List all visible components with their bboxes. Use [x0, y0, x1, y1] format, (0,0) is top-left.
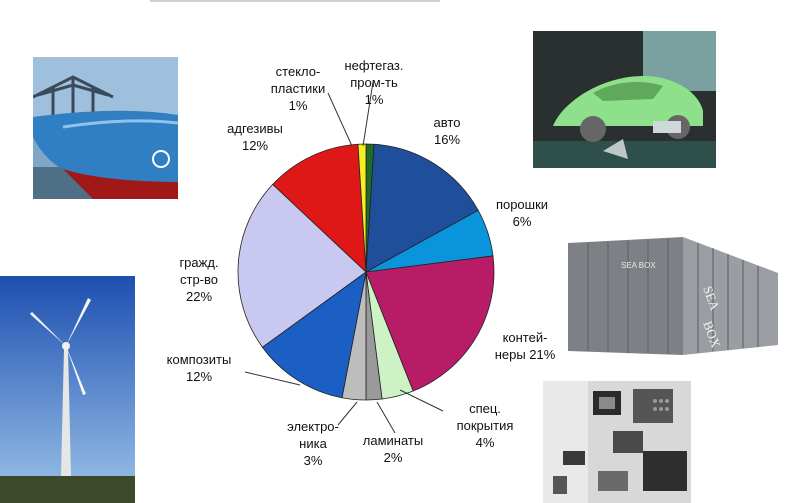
- leader-line: [337, 401, 358, 426]
- slice-label-line: гражд.: [179, 255, 218, 270]
- slice-label-line: нефтегаз.: [345, 58, 404, 73]
- slice-label-line: 4%: [476, 435, 495, 450]
- pie-slice: [365, 143, 479, 273]
- slice-label-line: контей-: [503, 330, 548, 345]
- slice-label-line: стекло-: [276, 64, 321, 79]
- slice-label: авто 16%: [434, 115, 461, 147]
- slice-label-line: 1%: [365, 92, 384, 107]
- slice-label: композиты 12%: [167, 352, 232, 384]
- leader-line: [327, 92, 353, 147]
- slice-label-line: 16%: [434, 132, 460, 147]
- slice-label-line: 1%: [289, 98, 308, 113]
- slice-label: адгезивы 12%: [227, 121, 283, 153]
- slice-label-line: порошки: [496, 197, 548, 212]
- car-model-photo: [533, 31, 716, 168]
- container-door-text: SEA BOX: [621, 261, 656, 270]
- slice-label-line: 6%: [513, 214, 532, 229]
- pie-slice: [272, 143, 367, 273]
- slice-label-line: неры 21%: [495, 347, 556, 362]
- slice-label: спец. покрытия 4%: [457, 401, 514, 450]
- slice-label: ламинаты 2%: [363, 433, 423, 465]
- slice-label-line: стр-во: [180, 272, 218, 287]
- slice-label-line: 12%: [186, 369, 212, 384]
- slice-label: электро-ника 3%: [287, 419, 339, 468]
- slice-label-line: 2%: [384, 450, 403, 465]
- microchips-photo: [543, 381, 691, 503]
- pie-slice: [357, 143, 367, 273]
- leader-line: [376, 401, 396, 434]
- slice-label: гражд. стр-во 22%: [179, 255, 218, 304]
- slice-label-line: ламинаты: [363, 433, 423, 448]
- slice-label-line: 22%: [186, 289, 212, 304]
- shipping-container-photo: SEA BOX SEA BOX: [563, 233, 781, 366]
- slice-label-line: пром-ть: [350, 75, 398, 90]
- slice-label: порошки 6%: [496, 197, 548, 229]
- slice-label-line: авто: [434, 115, 461, 130]
- slice-label-line: покрытия: [457, 418, 514, 433]
- slice-label-line: электро-: [287, 419, 339, 434]
- slice-label-line: адгезивы: [227, 121, 283, 136]
- ship-bow-photo: [33, 57, 178, 199]
- slice-label-line: ника: [299, 436, 327, 451]
- slice-label-line: спец.: [469, 401, 501, 416]
- slice-label-line: композиты: [167, 352, 232, 367]
- pie-slice: [365, 255, 495, 392]
- slice-label-line: 12%: [242, 138, 268, 153]
- slice-label-line: пластики: [271, 81, 326, 96]
- leader-line: [244, 371, 301, 386]
- leader-line: [399, 389, 444, 412]
- slice-label-line: 3%: [304, 453, 323, 468]
- slice-label: стекло-пластики 1%: [271, 64, 326, 113]
- slice-label: контей-неры 21%: [495, 330, 556, 362]
- slice-label: нефтегаз. пром-ть 1%: [345, 58, 404, 107]
- pie-slice: [237, 183, 367, 348]
- leader-line: [362, 81, 374, 147]
- pie-slice: [261, 271, 367, 399]
- top-rule: [0, 0, 800, 2]
- wind-turbine-photo: [0, 276, 135, 503]
